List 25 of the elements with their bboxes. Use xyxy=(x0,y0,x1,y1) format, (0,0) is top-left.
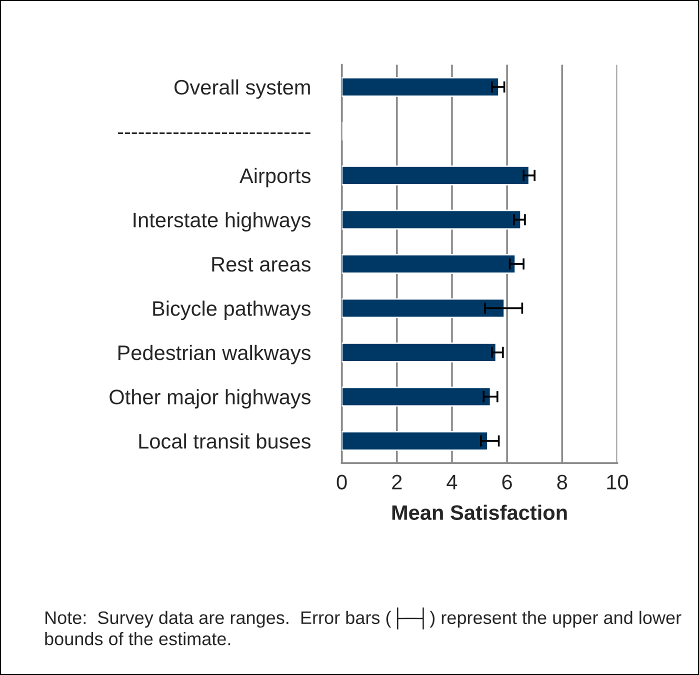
x-tick-label: 8 xyxy=(557,474,568,490)
y-tick-label: ---------------------------- xyxy=(118,132,310,134)
y-tick-label: Airports xyxy=(240,168,311,188)
x-tick-label: 4 xyxy=(446,474,458,490)
x-tick-label: 0 xyxy=(336,474,347,490)
bar xyxy=(342,298,505,318)
bar xyxy=(342,76,500,97)
x-tick-label: 10 xyxy=(607,474,628,490)
y-tick-label: Other major highways xyxy=(110,389,311,409)
text: Note: Survey data are ranges. Error bars (├─┤) represent the upper and lower bounds of the estimate. xyxy=(45,608,682,646)
y-tick-label: Overall system xyxy=(174,79,310,99)
y-tick-label: Rest areas xyxy=(212,257,311,272)
bar xyxy=(342,386,492,407)
bar xyxy=(342,254,516,274)
x-axis-title: Mean Satisfaction xyxy=(392,504,567,520)
x-tick-label: 6 xyxy=(502,474,512,490)
y-tick-label: Bicycle pathways xyxy=(153,300,311,320)
bar xyxy=(342,342,497,362)
bar xyxy=(342,165,530,186)
y-tick-label: Interstate highways xyxy=(134,212,311,232)
y-tick-label: Local transit buses xyxy=(139,433,311,449)
bar xyxy=(342,430,488,451)
y-tick-label: Pedestrian walkways xyxy=(118,344,311,364)
x-tick-label: 2 xyxy=(392,474,402,490)
bar xyxy=(342,210,522,230)
